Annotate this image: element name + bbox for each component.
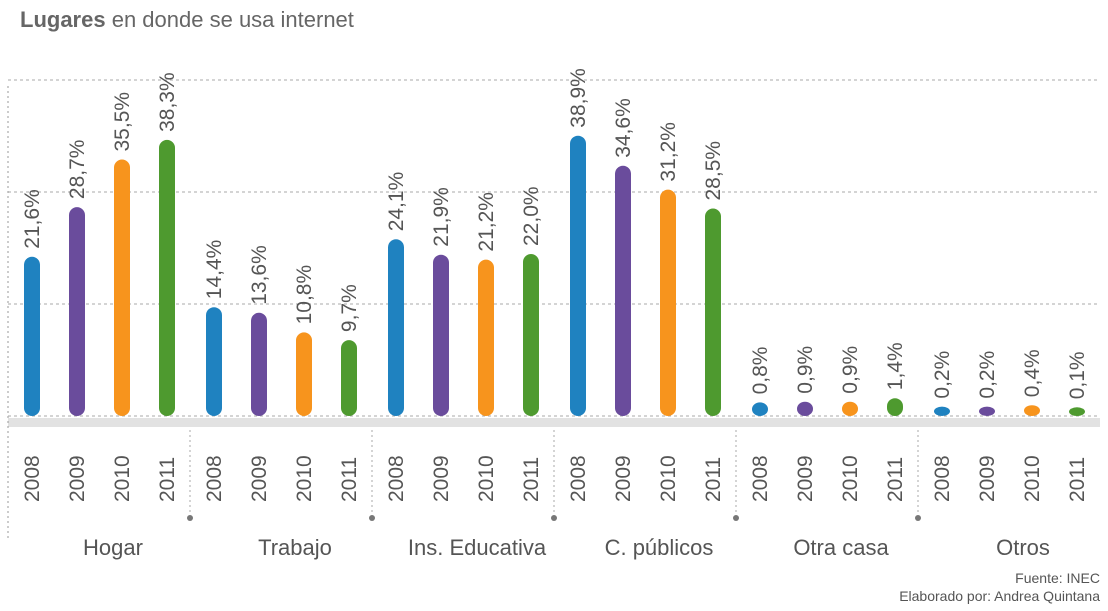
- year-label: 2009: [248, 455, 271, 502]
- year-label: 2009: [430, 455, 453, 502]
- value-label: 35,5%: [111, 92, 134, 152]
- year-label: 2008: [385, 455, 408, 502]
- year-label: 2009: [66, 455, 89, 502]
- bar: [934, 406, 950, 416]
- value-label: 14,4%: [203, 240, 226, 300]
- bar: [1069, 407, 1085, 416]
- year-label: 2011: [702, 457, 725, 502]
- chart-title: Lugares en donde se usa internet: [20, 7, 354, 32]
- bar: [979, 406, 995, 416]
- value-label: 0,8%: [749, 347, 772, 395]
- category-label: Otra casa: [793, 535, 889, 560]
- bar: [705, 208, 721, 416]
- value-label: 0,4%: [1021, 349, 1044, 397]
- year-label: 2010: [657, 455, 680, 502]
- value-label: 38,9%: [567, 68, 590, 128]
- separator-dot: [551, 515, 557, 521]
- category-label: Otros: [996, 535, 1050, 560]
- value-label: 9,7%: [338, 284, 361, 332]
- bar: [296, 332, 312, 416]
- value-label: 10,8%: [293, 265, 316, 325]
- separator-dot: [733, 515, 739, 521]
- bar: [206, 307, 222, 416]
- value-label: 21,2%: [475, 192, 498, 252]
- value-label: 0,9%: [794, 346, 817, 394]
- year-label: 2008: [749, 455, 772, 502]
- category-label: Hogar: [83, 535, 143, 560]
- bar: [24, 256, 40, 416]
- value-label: 24,1%: [385, 172, 408, 232]
- bar: [251, 312, 267, 416]
- value-label: 1,4%: [884, 342, 907, 390]
- year-label: 2009: [612, 455, 635, 502]
- bar: [388, 239, 404, 416]
- bar: [69, 207, 85, 416]
- bar: [570, 135, 586, 416]
- value-label: 0,1%: [1066, 351, 1089, 399]
- bar: [842, 401, 858, 416]
- value-label: 21,9%: [430, 187, 453, 247]
- category-label: C. públicos: [605, 535, 714, 560]
- year-label: 2011: [156, 457, 179, 502]
- separator-dot: [369, 515, 375, 521]
- year-label: 2008: [21, 455, 44, 502]
- year-label: 2010: [293, 455, 316, 502]
- year-label: 2009: [794, 455, 817, 502]
- value-label: 21,6%: [21, 189, 44, 249]
- value-label: 22,0%: [520, 186, 543, 246]
- author: Elaborado por: Andrea Quintana: [899, 588, 1100, 604]
- category-label: Ins. Educativa: [408, 535, 547, 560]
- year-label: 2011: [884, 457, 907, 502]
- bar: [797, 401, 813, 416]
- category-label: Trabajo: [258, 535, 332, 560]
- bar: [523, 254, 539, 416]
- value-label: 31,2%: [657, 122, 680, 182]
- value-label: 38,3%: [156, 72, 179, 132]
- bar: [341, 340, 357, 416]
- year-label: 2011: [520, 457, 543, 502]
- year-label: 2009: [976, 455, 999, 502]
- year-label: 2011: [1066, 457, 1089, 502]
- bar: [1024, 405, 1040, 416]
- year-label: 2011: [338, 457, 361, 502]
- source: Fuente: INEC: [1015, 570, 1100, 586]
- value-label: 34,6%: [612, 98, 635, 158]
- value-label: 28,7%: [66, 140, 89, 200]
- bar: [752, 402, 768, 416]
- value-label: 0,9%: [839, 346, 862, 394]
- baseline-band: [8, 418, 1100, 427]
- value-label: 28,5%: [702, 141, 725, 201]
- bar: [478, 259, 494, 416]
- title-bold: Lugares: [20, 7, 106, 32]
- year-label: 2010: [839, 455, 862, 502]
- value-label: 0,2%: [931, 351, 954, 399]
- year-label: 2008: [567, 455, 590, 502]
- year-label: 2010: [1021, 455, 1044, 502]
- separator-dot: [187, 515, 193, 521]
- year-label: 2010: [111, 455, 134, 502]
- bar: [433, 254, 449, 416]
- bar: [660, 189, 676, 416]
- separator-dot: [915, 515, 921, 521]
- bar: [159, 139, 175, 416]
- bar: [114, 159, 130, 416]
- year-label: 2008: [203, 455, 226, 502]
- year-label: 2010: [475, 455, 498, 502]
- title-rest: en donde se usa internet: [112, 7, 354, 32]
- value-label: 13,6%: [248, 245, 271, 305]
- bar: [615, 165, 631, 416]
- year-label: 2008: [931, 455, 954, 502]
- bar: [887, 398, 903, 416]
- value-label: 0,2%: [976, 351, 999, 399]
